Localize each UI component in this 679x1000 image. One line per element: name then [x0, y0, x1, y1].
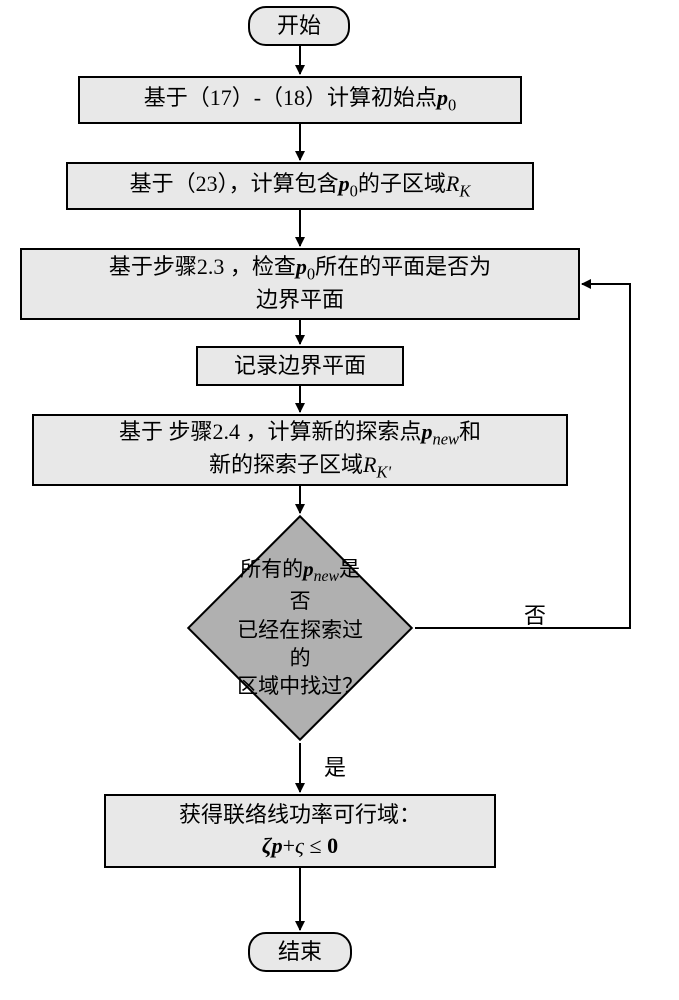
start-label: 开始: [277, 11, 321, 42]
flow-start: 开始: [248, 6, 350, 46]
flow-step4: 记录边界平面: [196, 346, 404, 386]
step6-label: 获得联络线功率可行域：ζp+ς ≤ 0: [179, 800, 421, 862]
step3-label: 基于步骤2.3 ，检查p0所在的平面是否为边界平面: [109, 252, 491, 316]
yes-label: 是: [324, 750, 346, 782]
flow-end: 结束: [248, 932, 352, 972]
step2-label: 基于（23），计算包含p0的子区域RK: [130, 169, 471, 202]
flow-step5: 基于 步骤2.4 ，计算新的探索点pnew和新的探索子区域RK': [32, 414, 568, 486]
step1-label: 基于（17）-（18）计算初始点p0: [144, 83, 457, 116]
flow-decision: 所有的pnew是否已经在探索过的区域中找过？: [187, 515, 413, 741]
step4-label: 记录边界平面: [234, 351, 366, 382]
flow-step2: 基于（23），计算包含p0的子区域RK: [66, 162, 534, 210]
flow-step1: 基于（17）-（18）计算初始点p0: [78, 76, 522, 124]
flow-step3: 基于步骤2.3 ，检查p0所在的平面是否为边界平面: [20, 248, 580, 320]
end-label: 结束: [278, 937, 322, 968]
step5-label: 基于 步骤2.4 ，计算新的探索点pnew和新的探索子区域RK': [119, 417, 481, 484]
no-label: 否: [524, 598, 546, 630]
decision-label: 所有的pnew是否已经在探索过的区域中找过？: [237, 557, 363, 698]
flow-step6: 获得联络线功率可行域：ζp+ς ≤ 0: [104, 794, 496, 868]
